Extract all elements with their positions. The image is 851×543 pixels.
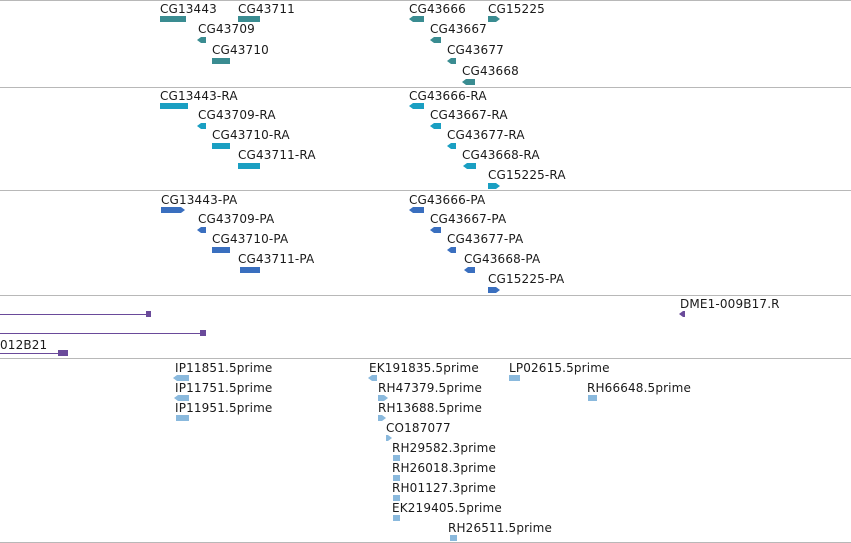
peptide-label[interactable]: CG43710-PA bbox=[212, 232, 289, 246]
transcript-feature[interactable] bbox=[160, 103, 188, 109]
track-divider bbox=[0, 0, 851, 1]
track-divider bbox=[0, 295, 851, 296]
est-label[interactable]: RH26018.3prime bbox=[392, 461, 497, 475]
gene-feature[interactable] bbox=[409, 16, 424, 22]
gene-feature[interactable] bbox=[160, 16, 186, 22]
peptide-label[interactable]: CG13443-PA bbox=[161, 193, 238, 207]
peptide-feature[interactable] bbox=[240, 267, 260, 273]
clone-feature-line[interactable] bbox=[0, 314, 146, 315]
clone-feature-line[interactable] bbox=[0, 353, 58, 354]
transcript-label[interactable]: CG13443-RA bbox=[160, 89, 238, 103]
peptide-label[interactable]: CG43709-PA bbox=[198, 212, 275, 226]
gene-feature[interactable] bbox=[488, 16, 500, 22]
peptide-feature[interactable] bbox=[197, 227, 206, 233]
peptide-feature[interactable] bbox=[409, 207, 424, 213]
transcript-feature[interactable] bbox=[463, 163, 476, 169]
peptide-feature[interactable] bbox=[161, 207, 185, 213]
transcript-label[interactable]: CG15225-RA bbox=[488, 168, 566, 182]
est-label[interactable]: RH66648.5prime bbox=[587, 381, 692, 395]
gene-feature[interactable] bbox=[447, 58, 456, 64]
gene-label[interactable]: CG43710 bbox=[212, 43, 269, 57]
est-feature[interactable] bbox=[509, 375, 520, 381]
est-label[interactable]: RH13688.5prime bbox=[378, 401, 483, 415]
clone-feature-end[interactable] bbox=[200, 330, 206, 336]
peptide-label[interactable]: CG43677-PA bbox=[447, 232, 524, 246]
clone-feature-line[interactable] bbox=[0, 333, 200, 334]
track-divider bbox=[0, 87, 851, 88]
gene-feature[interactable] bbox=[238, 16, 260, 22]
gene-label[interactable]: CG43709 bbox=[198, 22, 255, 36]
transcript-feature[interactable] bbox=[488, 183, 500, 189]
clone-label[interactable]: DME1-009B17.R bbox=[680, 297, 780, 311]
clone-label[interactable]: 012B21 bbox=[0, 338, 48, 352]
gene-label[interactable]: CG43677 bbox=[447, 43, 504, 57]
est-feature[interactable] bbox=[378, 395, 388, 401]
est-label[interactable]: RH01127.3prime bbox=[392, 481, 497, 495]
peptide-label[interactable]: CG43711-PA bbox=[238, 252, 315, 266]
transcript-feature[interactable] bbox=[238, 163, 260, 169]
est-feature[interactable] bbox=[378, 415, 386, 421]
est-feature[interactable] bbox=[368, 375, 377, 381]
transcript-label[interactable]: CG43668-RA bbox=[462, 148, 540, 162]
peptide-feature[interactable] bbox=[212, 247, 230, 253]
est-label[interactable]: LP02615.5prime bbox=[509, 361, 610, 375]
transcript-label[interactable]: CG43710-RA bbox=[212, 128, 290, 142]
clone-feature-end[interactable] bbox=[146, 311, 151, 317]
peptide-feature[interactable] bbox=[430, 227, 441, 233]
est-feature[interactable] bbox=[173, 375, 189, 381]
peptide-label[interactable]: CG15225-PA bbox=[488, 272, 565, 286]
est-label[interactable]: IP11951.5prime bbox=[175, 401, 273, 415]
gene-feature[interactable] bbox=[462, 79, 475, 85]
est-label[interactable]: IP11751.5prime bbox=[175, 381, 273, 395]
transcript-feature[interactable] bbox=[430, 123, 441, 129]
transcript-feature[interactable] bbox=[447, 143, 456, 149]
peptide-feature[interactable] bbox=[447, 247, 456, 253]
clone-feature[interactable] bbox=[679, 311, 685, 317]
gene-label[interactable]: CG43666 bbox=[409, 2, 466, 16]
est-feature[interactable] bbox=[174, 395, 189, 401]
gene-label[interactable]: CG43668 bbox=[462, 64, 519, 78]
gene-feature[interactable] bbox=[212, 58, 230, 64]
gene-label[interactable]: CG43667 bbox=[430, 22, 487, 36]
est-feature[interactable] bbox=[393, 495, 400, 501]
gene-label[interactable]: CG13443 bbox=[160, 2, 217, 16]
transcript-label[interactable]: CG43667-RA bbox=[430, 108, 508, 122]
clone-feature-end[interactable] bbox=[58, 350, 68, 356]
gene-label[interactable]: CG43711 bbox=[238, 2, 295, 16]
est-feature[interactable] bbox=[386, 435, 392, 441]
est-feature[interactable] bbox=[393, 475, 400, 481]
gene-label[interactable]: CG15225 bbox=[488, 2, 545, 16]
est-feature[interactable] bbox=[450, 535, 457, 541]
est-feature[interactable] bbox=[176, 415, 189, 421]
est-feature[interactable] bbox=[393, 455, 400, 461]
track-divider bbox=[0, 190, 851, 191]
peptide-label[interactable]: CG43668-PA bbox=[464, 252, 541, 266]
est-label[interactable]: RH47379.5prime bbox=[378, 381, 483, 395]
transcript-feature[interactable] bbox=[212, 143, 230, 149]
est-label[interactable]: CO187077 bbox=[386, 421, 451, 435]
est-feature[interactable] bbox=[588, 395, 597, 401]
est-label[interactable]: EK191835.5prime bbox=[369, 361, 479, 375]
transcript-label[interactable]: CG43666-RA bbox=[409, 89, 487, 103]
peptide-feature[interactable] bbox=[488, 287, 500, 293]
peptide-feature[interactable] bbox=[464, 267, 475, 273]
est-label[interactable]: IP11851.5prime bbox=[175, 361, 273, 375]
transcript-label[interactable]: CG43709-RA bbox=[198, 108, 276, 122]
gene-feature[interactable] bbox=[430, 37, 441, 43]
est-label[interactable]: EK219405.5prime bbox=[392, 501, 502, 515]
est-label[interactable]: RH29582.3prime bbox=[392, 441, 497, 455]
transcript-feature[interactable] bbox=[197, 123, 206, 129]
est-label[interactable]: RH26511.5prime bbox=[448, 521, 553, 535]
transcript-feature[interactable] bbox=[409, 103, 424, 109]
track-divider bbox=[0, 358, 851, 359]
peptide-label[interactable]: CG43666-PA bbox=[409, 193, 486, 207]
peptide-label[interactable]: CG43667-PA bbox=[430, 212, 507, 226]
gene-feature[interactable] bbox=[197, 37, 206, 43]
est-feature[interactable] bbox=[393, 515, 400, 521]
transcript-label[interactable]: CG43677-RA bbox=[447, 128, 525, 142]
transcript-label[interactable]: CG43711-RA bbox=[238, 148, 316, 162]
